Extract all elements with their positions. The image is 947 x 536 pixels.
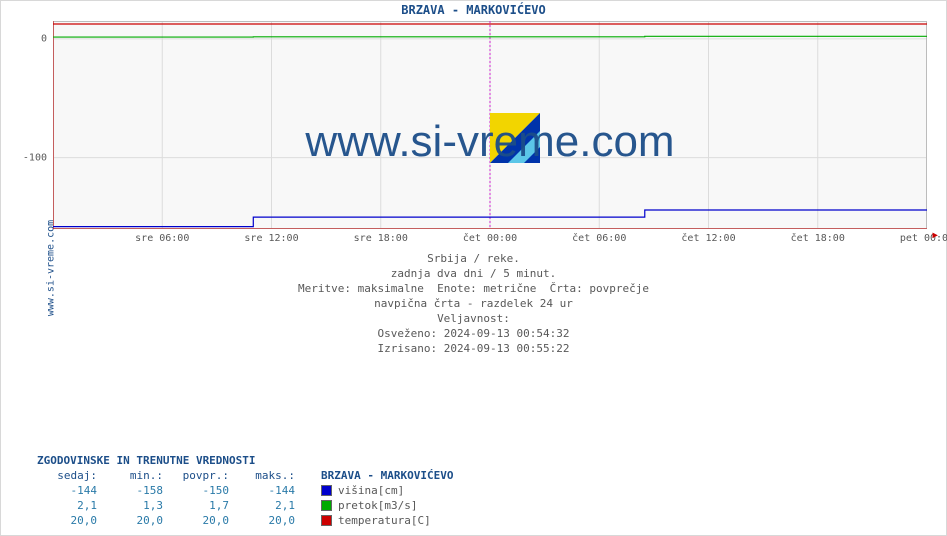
stats-title: ZGODOVINSKE IN TRENUTNE VREDNOSTI (37, 453, 453, 468)
stats-col-sedaj: sedaj: (37, 468, 103, 483)
stats-value: 2,1 (37, 498, 103, 513)
stats-value: 2,1 (235, 498, 301, 513)
stats-col-maks: maks.: (235, 468, 301, 483)
x-tick-label: pet 00:00 (900, 233, 947, 244)
legend-label: višina[cm] (338, 483, 404, 498)
legend-label: pretok[m3/s] (338, 498, 417, 513)
stats-row: 20,020,020,020,0temperatura[C] (37, 513, 453, 528)
meta-line: zadnja dva dni / 5 minut. (1, 266, 946, 281)
y-tick-label: 0 (41, 33, 47, 44)
stats-value: -144 (235, 483, 301, 498)
legend-swatch (321, 500, 332, 511)
plot-svg (53, 21, 927, 229)
stats-value: -144 (37, 483, 103, 498)
legend-swatch (321, 515, 332, 526)
stats-value: 20,0 (169, 513, 235, 528)
legend-label: temperatura[C] (338, 513, 431, 528)
meta-line: Veljavnost: (1, 311, 946, 326)
series-legend: temperatura[C] (321, 513, 431, 528)
meta-line: Osveženo: 2024-09-13 00:54:32 (1, 326, 946, 341)
x-tick-label: čet 06:00 (572, 233, 626, 244)
x-axis-labels: sre 06:00 sre 12:00 sre 18:00 čet 00:00 čet … (53, 233, 927, 247)
meta-line: Srbija / reke. (1, 251, 946, 266)
meta-line: Meritve: maksimalne Enote: metrične Črta… (1, 281, 946, 296)
x-tick-label: sre 12:00 (244, 233, 298, 244)
chart-container: BRZAVA - MARKOVIĆEVO www.si-vreme.com ww… (0, 0, 947, 536)
stats-col-povpr: povpr.: (169, 468, 235, 483)
x-tick-label: čet 18:00 (791, 233, 845, 244)
x-tick-label: sre 06:00 (135, 233, 189, 244)
stats-header-row: sedaj: min.: povpr.: maks.: BRZAVA - MAR… (37, 468, 453, 483)
stats-block: ZGODOVINSKE IN TRENUTNE VREDNOSTI sedaj:… (37, 453, 453, 528)
x-tick-label: čet 12:00 (681, 233, 735, 244)
plot-area: www.si-vreme.com 0-100 (53, 21, 927, 229)
stats-value: 20,0 (37, 513, 103, 528)
stats-value: 20,0 (235, 513, 301, 528)
chart-metadata: Srbija / reke.zadnja dva dni / 5 minut.M… (1, 251, 946, 356)
meta-line: navpična črta - razdelek 24 ur (1, 296, 946, 311)
x-axis-arrow: ▸ (931, 227, 939, 243)
y-tick-label: -100 (23, 152, 47, 163)
stats-value: 1,3 (103, 498, 169, 513)
x-tick-label: sre 18:00 (354, 233, 408, 244)
stats-value: -158 (103, 483, 169, 498)
meta-line: Izrisano: 2024-09-13 00:55:22 (1, 341, 946, 356)
x-tick-label: čet 00:00 (463, 233, 517, 244)
stats-value: 20,0 (103, 513, 169, 528)
stats-row: 2,11,31,72,1pretok[m3/s] (37, 498, 453, 513)
legend-swatch (321, 485, 332, 496)
stats-value: 1,7 (169, 498, 235, 513)
chart-title: BRZAVA - MARKOVIĆEVO (1, 3, 946, 17)
stats-series-header: BRZAVA - MARKOVIĆEVO (321, 468, 453, 483)
series-legend: pretok[m3/s] (321, 498, 417, 513)
stats-value: -150 (169, 483, 235, 498)
stats-col-min: min.: (103, 468, 169, 483)
stats-row: -144-158-150-144višina[cm] (37, 483, 453, 498)
series-legend: višina[cm] (321, 483, 404, 498)
